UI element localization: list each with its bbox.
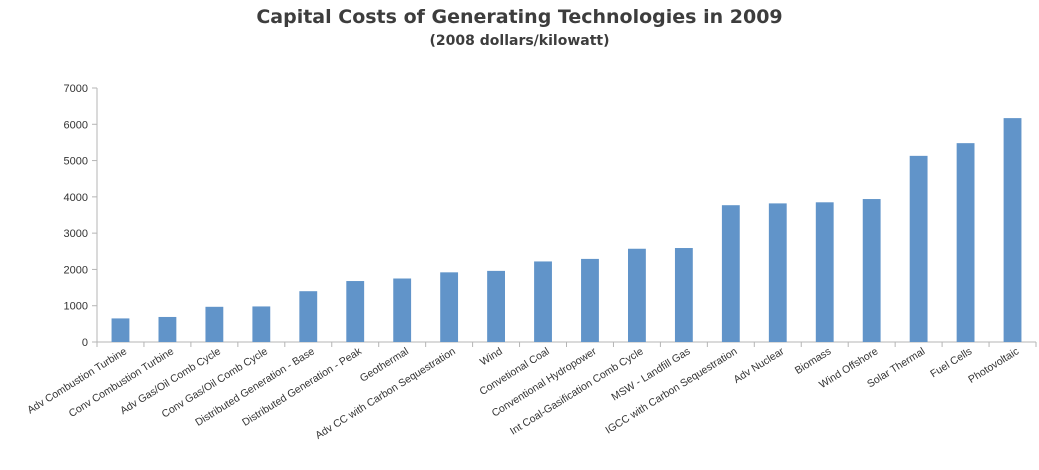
x-axis bbox=[96, 341, 1037, 347]
y-tick-label: 6000 bbox=[64, 119, 88, 131]
x-category-label: Photovoltaic bbox=[966, 345, 1021, 385]
bar bbox=[440, 272, 459, 342]
bar-series bbox=[111, 118, 1022, 342]
y-tick-label: 3000 bbox=[64, 228, 88, 240]
bar bbox=[956, 143, 975, 342]
chart-subtitle: (2008 dollars/kilowatt) bbox=[429, 33, 610, 49]
bar bbox=[158, 316, 177, 342]
bar bbox=[674, 248, 693, 342]
x-category-label: MSW - Landfill Gas bbox=[609, 345, 692, 403]
bar bbox=[581, 258, 599, 342]
x-category-label: Wind bbox=[478, 345, 505, 368]
bar bbox=[252, 306, 271, 342]
bar bbox=[815, 202, 834, 342]
bar bbox=[299, 291, 318, 342]
bar bbox=[111, 318, 130, 342]
chart-title: Capital Costs of Generating Technologies… bbox=[256, 6, 783, 28]
bar bbox=[346, 281, 365, 342]
x-category-label: Adv Nuclear bbox=[731, 345, 786, 386]
bar bbox=[768, 203, 787, 342]
y-tick-label: 2000 bbox=[64, 264, 88, 276]
bar bbox=[721, 205, 740, 342]
bar bbox=[205, 306, 224, 342]
bar bbox=[534, 261, 552, 342]
bar bbox=[862, 199, 881, 342]
x-category-label: Biomass bbox=[793, 345, 834, 377]
bar bbox=[393, 278, 412, 342]
y-tick-label: 7000 bbox=[64, 83, 88, 95]
bar bbox=[1003, 118, 1022, 342]
y-axis: 0 1000 2000 3000 4000 5000 6000 7000 bbox=[64, 83, 98, 349]
y-tick-label: 4000 bbox=[64, 192, 88, 204]
y-tick-label: 1000 bbox=[64, 301, 88, 313]
bar bbox=[909, 155, 928, 342]
y-tick-label: 0 bbox=[82, 337, 88, 349]
bar bbox=[628, 248, 646, 342]
bar bbox=[487, 270, 505, 342]
y-tick-label: 5000 bbox=[64, 156, 88, 168]
